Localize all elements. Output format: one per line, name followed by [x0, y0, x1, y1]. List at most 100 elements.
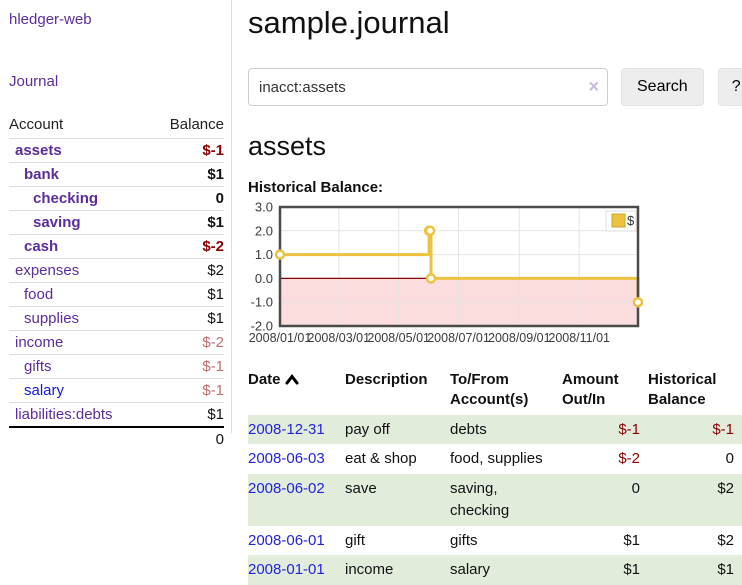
account-row: supplies $1: [9, 307, 224, 331]
account-balance: $1: [150, 403, 224, 428]
account-link[interactable]: assets: [15, 142, 62, 159]
register-header-amount: Amount Out/In: [562, 366, 648, 415]
transaction-balance: $-1: [648, 415, 742, 445]
account-row: assets$-1: [9, 139, 224, 163]
transaction-amount: $-2: [562, 444, 648, 474]
account-link[interactable]: saving: [33, 214, 81, 231]
x-axis-tick-label: 2008/03/01: [308, 331, 371, 345]
data-point-marker[interactable]: [634, 298, 642, 306]
account-link[interactable]: expenses: [15, 262, 79, 279]
transaction-description: save: [345, 474, 450, 526]
accounts-header-account: Account: [9, 112, 150, 139]
data-point-marker[interactable]: [427, 274, 435, 282]
y-axis-tick-label: 2.0: [255, 223, 273, 238]
accounts-total-row: 0: [9, 427, 224, 451]
account-row: salary$-1: [9, 379, 224, 403]
transaction-date-link[interactable]: 2008-06-02: [248, 480, 325, 497]
account-link[interactable]: checking: [33, 190, 98, 207]
search-button[interactable]: Search: [621, 68, 704, 106]
sidebar-item-journal[interactable]: Journal: [9, 73, 224, 90]
account-balance: $-1: [150, 355, 224, 379]
y-axis-tick-label: -1.0: [251, 295, 273, 310]
account-row: gifts $-1: [9, 355, 224, 379]
sidebar: hledger-web Journal Account Balance asse…: [0, 0, 232, 433]
transaction-amount: $1: [562, 555, 648, 585]
data-point-marker[interactable]: [276, 251, 284, 259]
transaction-date-link[interactable]: 2008-12-31: [248, 421, 325, 438]
sort-ascending-icon: [285, 374, 299, 385]
account-row: income $-2: [9, 331, 224, 355]
x-axis-tick-label: 2008/05/01: [367, 331, 430, 345]
transaction-accounts: food, supplies: [450, 444, 562, 474]
transaction-description: income: [345, 555, 450, 585]
x-axis-tick-label: 2008/11/01: [548, 331, 610, 345]
account-row: cash$-2: [9, 235, 224, 259]
account-row: bank $1: [9, 163, 224, 187]
transaction-description: gift: [345, 526, 450, 556]
register-header-balance: Historical Balance: [648, 366, 742, 415]
balance-chart-svg: $3.02.01.00.0-1.0-2.02008/01/012008/03/0…: [248, 202, 700, 354]
y-axis-tick-label: 0.0: [255, 271, 273, 286]
transaction-accounts: salary: [450, 555, 562, 585]
account-row: liabilities:debts $1: [9, 403, 224, 428]
transaction-description: eat & shop: [345, 444, 450, 474]
account-balance: $1: [150, 307, 224, 331]
accounts-total-spacer: [9, 427, 150, 451]
account-link[interactable]: supplies: [24, 310, 79, 327]
register-header-row: Date Description To/From Account(s) Amou…: [248, 366, 742, 415]
account-balance: $-2: [150, 331, 224, 355]
x-axis-tick-label: 2008/07/01: [427, 331, 490, 345]
accounts-header-row: Account Balance: [9, 112, 224, 139]
register-header-description: Description: [345, 366, 450, 415]
account-balance: $1: [150, 163, 224, 187]
x-axis-tick-label: 2008/09/01: [488, 331, 551, 345]
account-link[interactable]: gifts: [24, 358, 52, 375]
transaction-balance: $1: [648, 555, 742, 585]
data-point-marker[interactable]: [426, 227, 434, 235]
legend-label: $: [627, 213, 635, 228]
transaction-balance: $2: [648, 474, 742, 526]
account-link[interactable]: food: [24, 286, 53, 303]
account-link[interactable]: bank: [24, 166, 59, 183]
transaction-accounts: saving, checking: [450, 474, 562, 526]
account-heading: assets: [248, 131, 742, 162]
register-table: Date Description To/From Account(s) Amou…: [248, 366, 742, 585]
account-balance: $1: [150, 211, 224, 235]
transaction-date-link[interactable]: 2008-01-01: [248, 561, 325, 578]
account-row: expenses $2: [9, 259, 224, 283]
account-balance: $2: [150, 259, 224, 283]
account-balance: $1: [150, 283, 224, 307]
legend-swatch: [612, 214, 625, 227]
transaction-date-link[interactable]: 2008-06-01: [248, 532, 325, 549]
transaction-date-link[interactable]: 2008-06-03: [248, 450, 325, 467]
help-button[interactable]: ?: [718, 68, 742, 106]
brand-link[interactable]: hledger-web: [9, 11, 224, 28]
accounts-total-balance: 0: [150, 427, 224, 451]
page-title: sample.journal: [248, 5, 742, 41]
account-link[interactable]: cash: [24, 238, 58, 255]
register-header-date[interactable]: Date: [248, 366, 345, 415]
account-row: saving $1: [9, 211, 224, 235]
search-input[interactable]: [248, 68, 608, 106]
account-link[interactable]: liabilities:debts: [15, 406, 113, 423]
register-header-accounts: To/From Account(s): [450, 366, 562, 415]
transaction-balance: $2: [648, 526, 742, 556]
y-axis-tick-label: 3.0: [255, 200, 273, 215]
account-link[interactable]: salary: [24, 382, 64, 399]
transaction-amount: 0: [562, 474, 648, 526]
clear-search-icon[interactable]: ×: [588, 78, 599, 96]
chart-title: Historical Balance:: [248, 179, 742, 196]
account-link[interactable]: income: [15, 334, 63, 351]
accounts-header-balance: Balance: [150, 112, 224, 139]
